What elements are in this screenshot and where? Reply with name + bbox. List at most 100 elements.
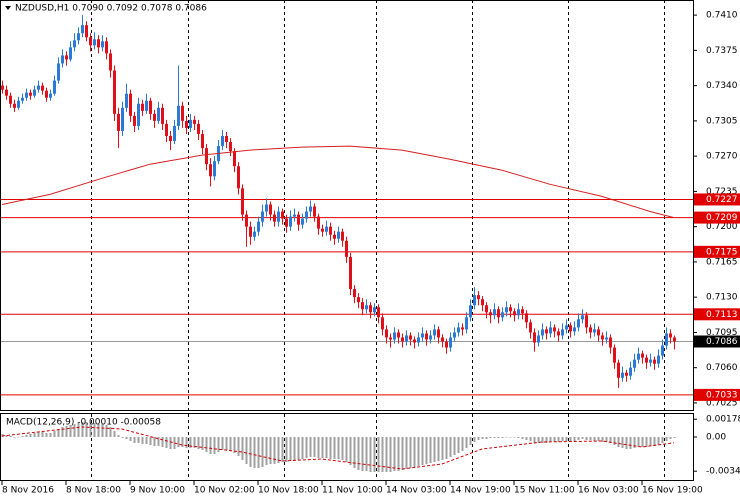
macd-bar [173, 437, 176, 449]
candle-body [293, 214, 296, 217]
macd-bar [93, 423, 96, 437]
macd-bar [633, 437, 636, 448]
candle-body [485, 305, 488, 313]
candle-body [61, 55, 64, 64]
candle-body [641, 353, 644, 358]
y-tick-label: 0.7130 [706, 293, 738, 303]
y-tick-label: 0.7060 [706, 363, 738, 373]
candle-body [533, 332, 536, 343]
candle-body [37, 85, 40, 90]
candle-body [585, 315, 588, 328]
candle-body [53, 80, 56, 94]
candle-body [329, 226, 332, 235]
candle-body [661, 345, 664, 356]
macd-bar [565, 437, 568, 441]
macd-bar [669, 437, 672, 439]
candle-body [273, 214, 276, 222]
candle-body [277, 211, 280, 222]
candle-body [429, 335, 432, 340]
candle-body [261, 211, 264, 222]
macd-bar [621, 437, 624, 448]
macd-bar [441, 437, 444, 460]
candle-body [45, 90, 48, 98]
candle-body [349, 256, 352, 290]
macd-bar [553, 437, 556, 442]
macd-bar [53, 431, 56, 437]
macd-bar [617, 437, 620, 447]
candle-body [229, 142, 232, 152]
macd-bar [505, 437, 508, 438]
macd-bar [545, 437, 548, 443]
macd-bar [433, 437, 436, 462]
candle-body [173, 125, 176, 142]
macd-bar [221, 437, 224, 450]
candle-body [645, 357, 648, 363]
candle-body [357, 297, 360, 303]
candle-body [537, 335, 540, 343]
candle-body [201, 133, 204, 149]
macd-bar [369, 437, 372, 472]
candle-body [193, 119, 196, 124]
candle-body [365, 305, 368, 310]
candle-body [577, 319, 580, 328]
macd-bar [645, 437, 648, 447]
candle-body [613, 347, 616, 363]
candle-body [101, 41, 104, 48]
candle-body [673, 337, 676, 342]
y-tick-label: 0.7095 [706, 328, 738, 338]
macd-bar [461, 437, 464, 451]
macd-bar [149, 437, 152, 445]
candle-body [29, 92, 32, 96]
macd-bar [573, 437, 576, 441]
macd-bar [193, 437, 196, 448]
macd-bar [289, 437, 292, 461]
macd-bar [377, 437, 380, 472]
candle-body [369, 305, 372, 313]
candle-body [377, 307, 380, 318]
macd-bar [9, 436, 12, 437]
candle-body [561, 329, 564, 336]
candle-body [333, 234, 336, 239]
macd-bar [341, 437, 344, 460]
candle-body [73, 40, 76, 48]
macd-bar [233, 437, 236, 453]
macd-signal [1, 426, 675, 470]
candle-body [569, 325, 572, 332]
x-tick-label: 15 Nov 11:00 [514, 486, 575, 496]
macd-bar [113, 431, 116, 437]
moving-average [1, 145, 675, 219]
candle-body [181, 105, 184, 121]
candle-body [77, 33, 80, 41]
candle-body [165, 123, 168, 136]
candle-body [141, 103, 144, 111]
candle-body [541, 329, 544, 336]
macd-bar [121, 437, 124, 438]
macd-bar [581, 437, 584, 439]
chart-title: NZDUSD,H1 0.7090 0.7092 0.7078 0.7086 [15, 4, 207, 14]
macd-bar [533, 437, 536, 443]
macd-bar [209, 437, 212, 454]
level-label-box [694, 193, 740, 206]
candle-body [565, 325, 568, 330]
macd-bar [33, 433, 36, 437]
candle-body [57, 63, 60, 81]
macd-bar [273, 437, 276, 464]
candle-body [317, 216, 320, 229]
x-tick-label: 9 Nov 10:00 [130, 486, 185, 496]
macd-bar [365, 437, 368, 471]
macd-bar [429, 437, 432, 463]
last-price-label: 0.7086 [706, 337, 738, 347]
candle-body [17, 100, 20, 108]
macd-bar [673, 437, 676, 438]
candle-body [233, 151, 236, 167]
macd-bar [85, 422, 88, 437]
macd-bar [525, 437, 528, 440]
candle-body [85, 25, 88, 38]
macd-bar [421, 437, 424, 465]
candle-body [621, 372, 624, 378]
candle-body [97, 39, 100, 48]
candle-body [133, 115, 136, 126]
macd-bar [393, 437, 396, 471]
macd-bar [73, 424, 76, 437]
candle-body [341, 231, 344, 241]
